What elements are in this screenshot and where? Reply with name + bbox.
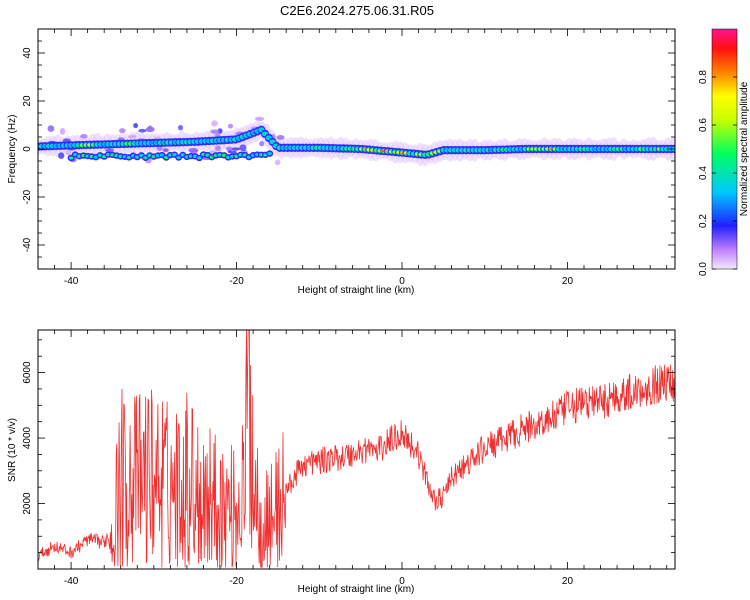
x-tick-label: 0 [399, 276, 405, 287]
colorbar-tick-label: 0.0 [698, 262, 709, 276]
spectral-cell [258, 128, 264, 132]
spectral-speck [214, 145, 221, 152]
x-tick-label: 0 [399, 576, 405, 587]
spectral-cell [197, 156, 202, 160]
snr-panel: -40 -20 0 20 2000 4000 6000 Height of straight… [7, 329, 676, 595]
x-tick-label: -40 [64, 276, 79, 287]
spectrogram-xlabel: Height of straight line (km) [298, 285, 415, 296]
spectral-cell [159, 153, 165, 157]
y-tick-label: 2000 [22, 492, 33, 515]
spectral-cell [139, 153, 144, 157]
spectral-speck [128, 134, 137, 139]
x-tick-label: -20 [229, 276, 244, 287]
spectral-speck [231, 147, 241, 151]
x-tick-label: -20 [229, 576, 244, 587]
spectral-cell [68, 156, 74, 160]
spectrogram-panel: -40 -20 0 20 -40 -20 0 20 40 Height of straight … [7, 28, 676, 296]
y-tick-label: 6000 [22, 361, 33, 384]
spectrogram-heatmap [38, 116, 675, 167]
snr-xlabel: Height of straight line (km) [298, 584, 415, 595]
spectral-speck [65, 150, 71, 156]
spectral-speck [227, 123, 233, 129]
y-tick-label: 0 [22, 146, 33, 152]
figure-title: C2E6.2024.275.06.31.R05 [280, 3, 434, 18]
colorbar-tick-label: 0.4 [698, 166, 709, 180]
spectral-speck [259, 141, 265, 147]
spectral-speck [239, 144, 247, 152]
spectral-speck [80, 134, 88, 139]
spectral-speck [210, 129, 220, 134]
x-tick-label: 20 [562, 576, 574, 587]
colorbar-tick-label: 0.8 [698, 70, 709, 84]
colorbar-label: Normalized spectral amplitude [739, 81, 750, 216]
spectral-speck [105, 148, 115, 153]
spectral-speck [276, 135, 285, 140]
spectrogram-ylabel: Frequency (Hz) [7, 115, 18, 184]
spectral-cell [267, 151, 272, 156]
spectral-cell [176, 155, 181, 160]
spectral-speck [225, 146, 233, 151]
snr-ticks: -40 -20 0 20 2000 4000 6000 [22, 330, 675, 587]
spectral-speck [254, 116, 265, 121]
spectral-speck [138, 128, 147, 133]
colorbar: 0.0 0.2 0.4 0.6 0.8 Normalized spectral ampl… [698, 28, 750, 276]
spectral-speck [47, 125, 55, 132]
x-tick-label: 20 [562, 276, 574, 287]
spectral-cell [269, 140, 276, 144]
snr-series [38, 330, 675, 568]
snr-frame [37, 329, 676, 570]
spectral-cell [266, 136, 272, 140]
spectral-cell [172, 153, 177, 157]
spectrogram-ticks: -40 -20 0 20 -40 -20 0 20 40 [22, 28, 675, 287]
spectral-speck [188, 147, 199, 153]
spectral-speck [58, 152, 65, 159]
spectral-speck [119, 128, 126, 134]
snr-line [38, 330, 675, 568]
colorbar-tick-label: 0.2 [698, 214, 709, 228]
spectral-speck [59, 128, 66, 135]
spectral-speck [162, 148, 169, 152]
y-tick-label: 20 [22, 95, 33, 107]
y-tick-label: 40 [22, 47, 33, 59]
spectral-speck [133, 123, 139, 129]
y-tick-label: -40 [22, 237, 33, 252]
spectral-speck [274, 159, 281, 166]
y-tick-label: -20 [22, 189, 33, 204]
spectral-speck [148, 125, 153, 131]
y-tick-label: 4000 [22, 426, 33, 449]
colorbar-gradient [711, 28, 738, 270]
colorbar-ticks: 0.0 0.2 0.4 0.6 0.8 [698, 70, 737, 276]
spectral-cell [164, 155, 169, 160]
spectral-speck [177, 124, 184, 131]
spectral-speck [228, 150, 237, 154]
x-tick-label: -40 [64, 576, 79, 587]
spectral-cell [262, 132, 268, 136]
colorbar-tick-label: 0.6 [698, 118, 709, 132]
snr-ylabel: SNR (10 * v/v) [7, 418, 18, 482]
spectral-speck [211, 120, 218, 127]
